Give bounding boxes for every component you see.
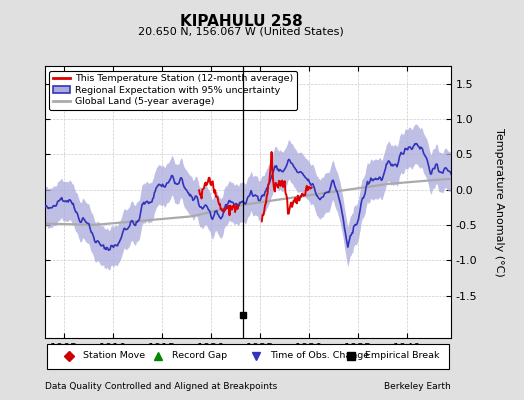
Text: KIPAHULU 258: KIPAHULU 258 [180,14,302,29]
Text: Station Move: Station Move [83,351,145,360]
Text: Data Quality Controlled and Aligned at Breakpoints: Data Quality Controlled and Aligned at B… [45,382,277,391]
Y-axis label: Temperature Anomaly (°C): Temperature Anomaly (°C) [494,128,504,276]
Legend: This Temperature Station (12-month average), Regional Expectation with 95% uncer: This Temperature Station (12-month avera… [49,71,297,110]
Text: Time of Obs. Change: Time of Obs. Change [270,351,369,360]
FancyBboxPatch shape [47,344,449,369]
Text: 20.650 N, 156.067 W (United States): 20.650 N, 156.067 W (United States) [138,26,344,36]
Text: Record Gap: Record Gap [172,351,227,360]
Text: Berkeley Earth: Berkeley Earth [384,382,451,391]
Text: Empirical Break: Empirical Break [365,351,440,360]
